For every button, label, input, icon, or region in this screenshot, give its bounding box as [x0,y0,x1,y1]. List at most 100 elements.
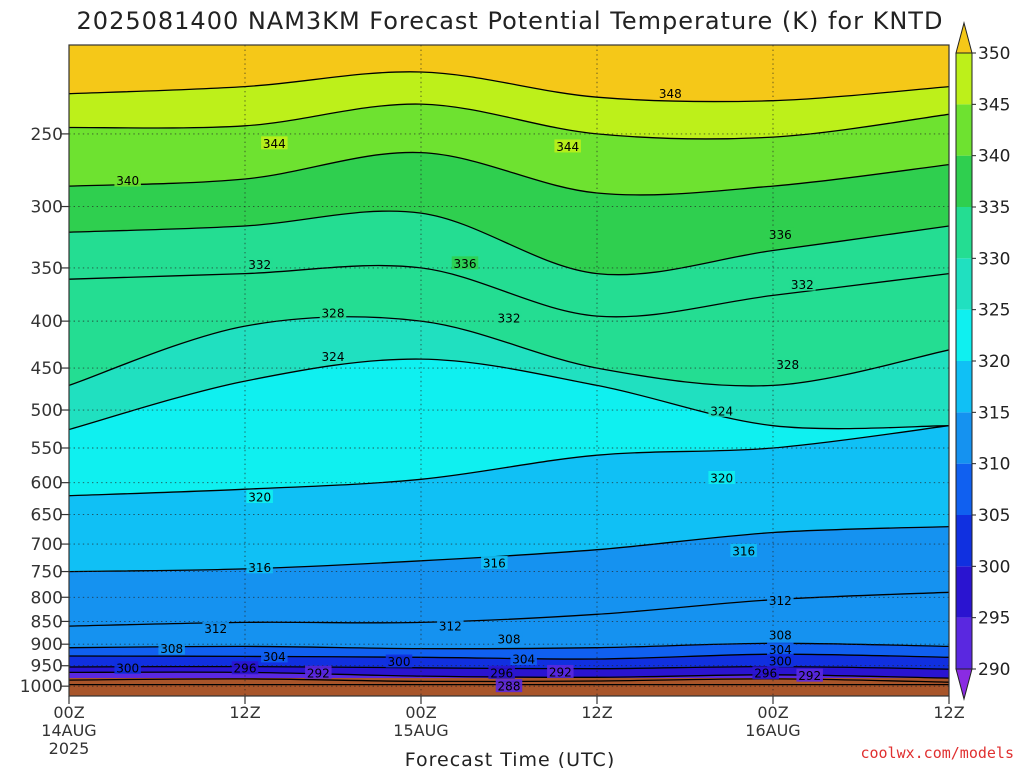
contour-label-324: 324 [319,349,347,364]
contour-label-text: 344 [263,137,286,151]
y-tick-label-250: 250 [31,125,63,145]
isentrope-332 [69,264,949,318]
y-tick-label-900: 900 [31,635,63,655]
contour-label-text: 288 [498,680,521,694]
contour-label-296: 296 [488,665,515,680]
contour-label-bg [385,654,413,668]
contour-label-344: 344 [554,139,581,154]
colorbar-label-345: 345 [978,95,1010,115]
contour-label-308: 308 [495,631,523,646]
isentrope-348 [69,71,949,103]
contour-label-bg [305,665,332,679]
contour-label-328: 328 [319,306,347,321]
y-tick-label-300: 300 [31,198,63,218]
colorbar-segment-300 [956,515,972,567]
contour-label-text: 316 [732,544,755,558]
contour-label-text: 336 [769,228,792,242]
contour-label-bg [767,227,794,241]
contour-label-text: 336 [454,257,477,271]
contour-label-288: 288 [495,679,523,694]
contour-label-text: 328 [322,307,345,321]
x-tick-date-48: 16AUG [745,721,800,740]
contour-label-bg [114,173,141,187]
contour-label-text: 308 [769,629,792,643]
contour-label-text: 292 [307,666,330,680]
contour-label-text: 312 [204,622,227,636]
x-tick-date-24: 15AUG [393,721,448,740]
isentrope-320 [69,425,949,497]
contour-label-bg [231,661,259,675]
y-tick-label-600: 600 [31,474,63,494]
contour-label-bg [708,470,735,484]
contour-label-text: 300 [116,661,139,675]
colorbar: 290 295 300 305 310 315 320 325 330 335 340 345 350 [955,21,1010,701]
contour-label-bg [451,256,479,270]
contour-label-344: 344 [261,136,288,151]
contour-label-300: 300 [767,654,794,669]
isentrope-336 [69,210,949,276]
contour-label-text: 308 [160,642,183,656]
contour-label-304: 304 [510,651,537,666]
contour-label-328: 328 [774,357,801,372]
colorbar-segment-315 [956,361,972,413]
contour-label-bg [202,621,229,635]
contour-label-bg [510,651,537,665]
contour-label-348: 348 [657,86,684,101]
isentrope-304 [69,653,949,660]
x-tick-label-0: 00Z [53,703,84,722]
contour-label-bg [554,139,581,153]
colorbar-segment-330 [956,207,972,259]
x-tick-label-12: 12Z [229,703,260,722]
colorbar-label-350: 350 [978,44,1010,64]
colorbar-label-320: 320 [978,352,1010,372]
contour-label-bg [767,654,794,668]
contour-label-text: 292 [798,669,821,683]
contour-label-text: 320 [248,491,271,505]
credit-link[interactable]: coolwx.com/models [860,744,1014,762]
contour-label-text: 292 [549,665,572,679]
isentrope-344 [69,103,949,140]
contour-label-300: 300 [385,654,413,669]
contour-label-bg [752,666,779,680]
colorbar-label-315: 315 [978,403,1010,423]
contour-label-text: 308 [498,632,521,646]
contour-label-304: 304 [261,649,288,664]
contour-label-text: 316 [248,561,271,575]
contour-label-332: 332 [246,257,273,272]
x-tick-label-60: 12Z [933,703,964,722]
contour-label-text: 296 [234,662,257,676]
colorbar-label-300: 300 [978,557,1010,577]
contour-label-bg [495,311,523,325]
colorbar-label-340: 340 [978,147,1010,167]
colorbar-segment-340 [956,104,972,156]
contour-label-bg [547,664,574,678]
contour-label-296: 296 [752,666,779,681]
contour-label-text: 344 [556,140,579,154]
colorbar-segment-325 [956,258,972,310]
contour-label-bg [319,349,347,363]
contour-label-text: 320 [710,471,733,485]
contour-label-text: 324 [322,350,345,364]
y-tick-label-850: 850 [31,612,63,632]
colorbar-label-325: 325 [978,301,1010,321]
y-tick-label-500: 500 [31,401,63,421]
y-tick-label-450: 450 [31,359,63,379]
isentrope-328 [69,316,949,387]
contour-label-316: 316 [481,555,508,570]
colorbar-segment-295 [956,566,972,618]
y-tick-label-750: 750 [31,563,63,583]
contour-label-text: 304 [769,643,792,657]
contour-label-bg [796,668,823,682]
colorbar-segment-320 [956,309,972,361]
y-tick-label-800: 800 [31,588,63,608]
contour-label-312: 312 [437,619,464,634]
y-tick-label-650: 650 [31,506,63,526]
colorbar-label-310: 310 [978,455,1010,475]
colorbar-segment-310 [956,412,972,464]
colorbar-top-arrow [955,21,973,54]
contour-label-text: 332 [498,312,521,326]
contour-label-292: 292 [305,665,332,680]
contour-label-bg [246,257,273,271]
isentrope-contours [69,71,949,686]
